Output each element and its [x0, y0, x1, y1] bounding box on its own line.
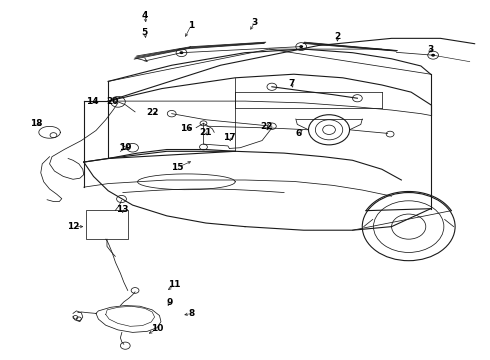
Text: 18: 18 — [29, 119, 42, 128]
Text: 19: 19 — [119, 143, 132, 152]
Text: 14: 14 — [86, 96, 99, 105]
Circle shape — [431, 54, 435, 57]
Text: 16: 16 — [180, 123, 193, 132]
Text: 22: 22 — [260, 122, 272, 131]
Text: 20: 20 — [106, 96, 118, 105]
Text: 3: 3 — [252, 18, 258, 27]
Bar — [86, 211, 128, 239]
Text: 6: 6 — [295, 129, 302, 138]
Text: 10: 10 — [151, 324, 163, 333]
Text: 3: 3 — [428, 45, 434, 54]
Text: 2: 2 — [335, 32, 341, 41]
Text: 7: 7 — [288, 79, 294, 88]
Text: 12: 12 — [67, 222, 79, 231]
Text: 4: 4 — [142, 10, 148, 19]
Text: 1: 1 — [188, 21, 195, 30]
Text: 9: 9 — [166, 298, 172, 307]
Text: 13: 13 — [116, 205, 128, 214]
Text: 17: 17 — [223, 133, 236, 142]
Text: 21: 21 — [199, 128, 212, 137]
Text: 8: 8 — [188, 309, 195, 318]
Text: 5: 5 — [142, 28, 148, 37]
Circle shape — [299, 45, 303, 48]
Circle shape — [179, 51, 183, 54]
Text: 11: 11 — [168, 280, 180, 289]
Text: 15: 15 — [172, 163, 184, 172]
Text: 22: 22 — [146, 108, 158, 117]
